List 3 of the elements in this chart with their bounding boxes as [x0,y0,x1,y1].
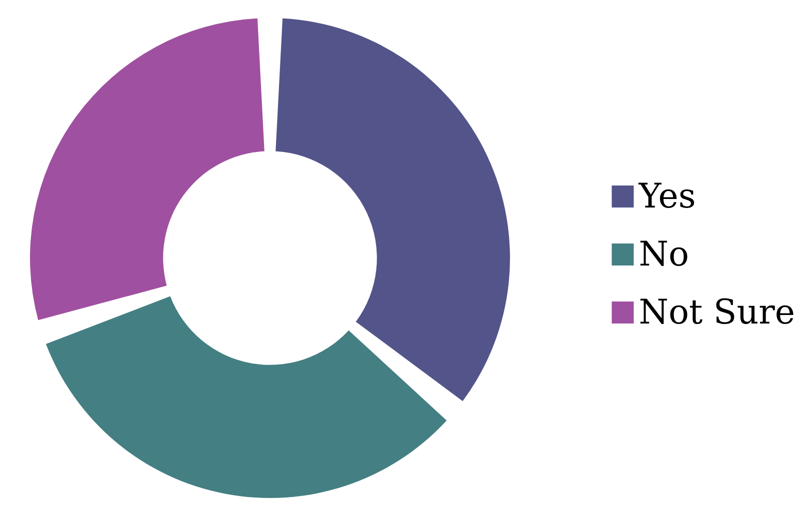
legend-label: Not Sure [638,292,796,332]
legend-label: Yes [638,176,696,216]
legend-label: No [638,234,689,274]
